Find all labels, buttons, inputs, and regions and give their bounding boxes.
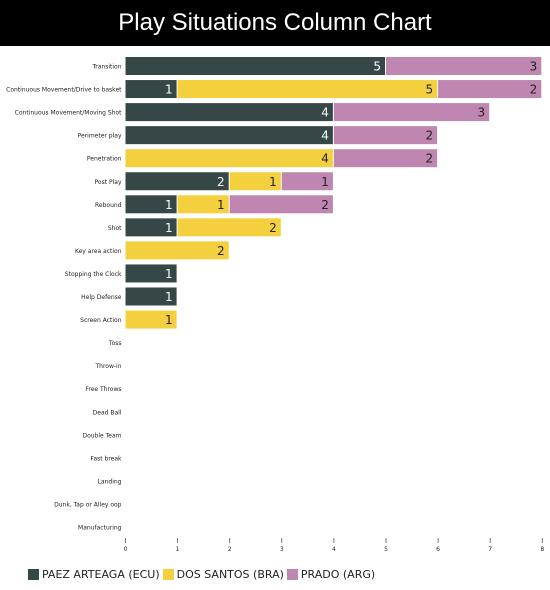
bar-segment: [125, 195, 177, 214]
category-label: Manufacturing: [78, 525, 122, 532]
data-label: 2: [425, 129, 433, 143]
x-tick-label: 0: [124, 546, 128, 553]
data-label: 2: [269, 221, 277, 235]
legend-swatch: [162, 569, 174, 580]
chart-legend: PAEZ ARTEAGA (ECU) DOS SANTOS (BRA) PRADO …: [28, 568, 378, 581]
legend-swatch: [28, 569, 39, 580]
data-label: 5: [425, 83, 433, 97]
legend-label: DOS SANTOS (BRA): [176, 568, 284, 581]
x-tick-label: 7: [488, 546, 492, 553]
legend-label: PAEZ ARTEAGA (ECU): [42, 568, 160, 581]
category-label: Toss: [108, 340, 122, 347]
category-label: Landing: [98, 478, 122, 485]
category-label: Transition: [91, 64, 121, 71]
category-label: Fast break: [91, 455, 122, 462]
category-label: Free Throws: [85, 386, 121, 393]
data-label: 1: [165, 221, 173, 235]
data-label: 1: [165, 290, 173, 304]
category-label: Double Team: [82, 432, 121, 439]
category-label: Post Play: [95, 179, 122, 186]
data-label: 2: [321, 198, 329, 212]
x-tick-label: 3: [280, 546, 284, 553]
category-label: Screen Action: [80, 317, 122, 324]
data-label: 2: [530, 83, 538, 97]
bar-segment: [333, 103, 490, 122]
legend-swatch: [286, 569, 298, 580]
category-label: Shot: [108, 225, 122, 232]
category-label: Throw-in: [94, 363, 121, 370]
category-label: Penetration: [87, 156, 122, 163]
category-label: Perimeter play: [78, 133, 122, 140]
bar-segment: [125, 57, 385, 75]
data-label: 2: [425, 152, 433, 166]
category-label: Help Defense: [81, 294, 122, 301]
bar-segment: [229, 172, 281, 191]
legend-item: DOS SANTOS (BRA): [162, 568, 284, 581]
bar-segment: [177, 218, 281, 237]
bar-segment: [125, 287, 177, 306]
x-tick-label: 4: [332, 546, 336, 553]
data-label: 1: [165, 267, 173, 281]
category-label: Continuous Movement/Moving Shot: [15, 110, 122, 117]
stacked-bar-chart: Transition 5 3 Continuous Movement/Drive to…: [6, 57, 544, 553]
data-label: 1: [165, 83, 173, 97]
category-label: Continuous Movement/Drive to basket: [6, 87, 122, 94]
bar-segment: [177, 195, 229, 214]
data-label: 2: [217, 175, 225, 189]
bar-segment: [125, 126, 333, 145]
bar-segment: [281, 172, 333, 191]
bar-segment: [177, 80, 438, 99]
bar-segment: [333, 149, 438, 168]
bar-segment: [125, 264, 177, 283]
data-label: 2: [217, 244, 225, 258]
bar-segment: [438, 80, 542, 99]
category-label: Rebound: [95, 202, 122, 209]
bar-segment: [125, 241, 229, 260]
legend-item: PAEZ ARTEAGA (ECU): [28, 568, 160, 581]
data-label: 1: [165, 198, 173, 212]
bar-segment: [229, 195, 333, 214]
category-label: Stopping the Clock: [65, 271, 122, 278]
bar-segment: [125, 172, 229, 191]
bar-segment: [125, 80, 177, 99]
x-tick-label: 8: [540, 546, 544, 553]
x-tick-label: 1: [176, 546, 180, 553]
data-label: 3: [530, 60, 538, 74]
bar-segment: [125, 310, 177, 329]
bar-segment: [333, 126, 438, 145]
legend-label: PRADO (ARG): [300, 568, 376, 581]
data-label: 1: [217, 198, 225, 212]
bar-segment: [125, 218, 177, 237]
data-label: 4: [321, 106, 329, 120]
x-tick-label: 5: [384, 546, 388, 553]
data-label: 4: [321, 152, 329, 166]
chart-title-text: Play Situations Column Chart: [118, 9, 432, 36]
x-tick-label: 2: [228, 546, 232, 553]
data-label: 3: [478, 106, 486, 120]
category-label: Key area action: [75, 248, 122, 255]
data-label: 5: [373, 60, 381, 74]
chart-title: Play Situations Column Chart: [0, 0, 550, 46]
data-label: 1: [269, 175, 277, 189]
data-label: 1: [165, 313, 173, 327]
bar-segment: [125, 149, 333, 168]
bar-segment: [386, 57, 542, 75]
category-label: Dead Ball: [93, 409, 122, 416]
x-tick-label: 6: [436, 546, 440, 553]
legend-item: PRADO (ARG): [286, 568, 376, 581]
data-label: 1: [321, 175, 329, 189]
bar-segment: [125, 103, 333, 122]
category-label: Dunk, Tap or Alley oop: [54, 501, 122, 508]
data-label: 4: [321, 129, 329, 143]
